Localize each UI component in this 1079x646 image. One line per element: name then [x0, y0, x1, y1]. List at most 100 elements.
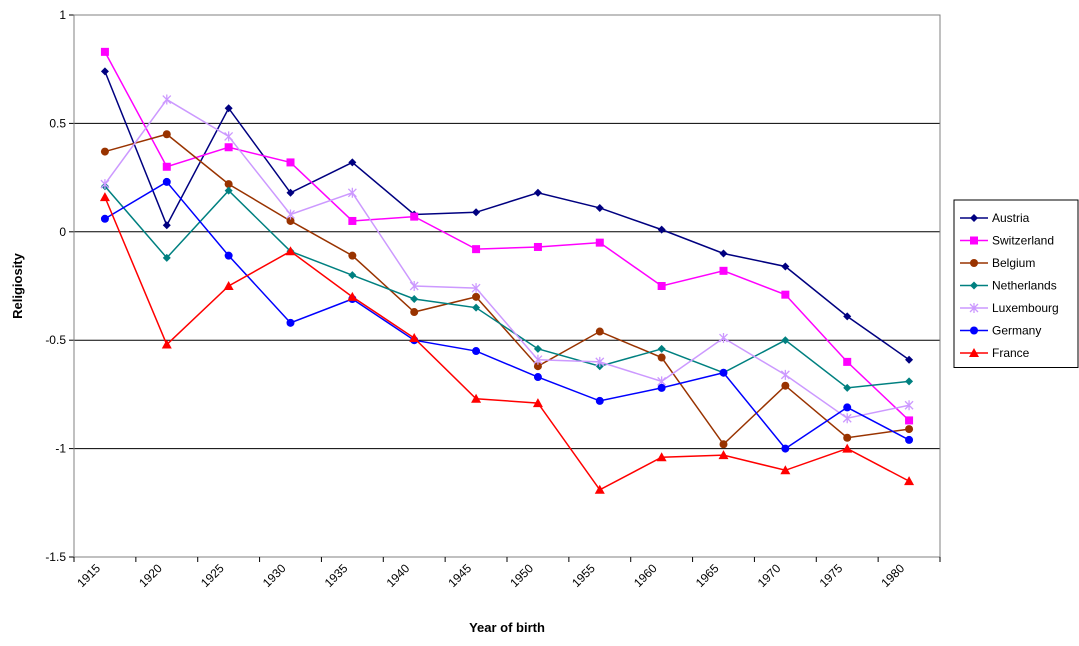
marker	[657, 353, 666, 362]
marker	[781, 381, 790, 390]
marker	[224, 131, 234, 142]
marker	[781, 336, 790, 345]
marker	[843, 357, 852, 366]
marker	[719, 333, 728, 344]
x-tick-label: 1945	[445, 561, 474, 590]
marker	[285, 246, 296, 256]
marker	[970, 259, 978, 267]
marker	[472, 292, 481, 301]
marker	[533, 373, 542, 382]
marker	[657, 225, 666, 234]
y-tick-label: -1	[55, 442, 66, 456]
marker	[286, 216, 295, 225]
marker	[969, 303, 979, 313]
marker	[595, 203, 604, 212]
marker	[719, 368, 728, 377]
marker	[843, 383, 852, 392]
marker	[718, 450, 729, 460]
marker	[348, 271, 357, 280]
marker	[224, 180, 233, 189]
marker	[162, 162, 171, 171]
marker	[657, 344, 666, 353]
marker	[286, 158, 295, 167]
marker	[719, 249, 728, 258]
marker	[224, 104, 233, 113]
series-line	[104, 185, 910, 389]
marker	[843, 403, 852, 412]
marker	[842, 443, 853, 453]
marker	[905, 355, 914, 364]
marker	[223, 281, 234, 290]
legend-label: Belgium	[992, 256, 1035, 270]
marker	[348, 251, 357, 260]
x-tick-label: 1930	[260, 561, 289, 590]
marker	[162, 130, 171, 139]
marker	[472, 303, 481, 312]
x-tick-label: 1970	[755, 561, 784, 590]
marker	[410, 212, 419, 221]
marker	[904, 476, 915, 486]
marker	[347, 187, 357, 198]
marker	[224, 186, 233, 195]
x-tick-label: 1965	[693, 561, 722, 590]
marker	[970, 236, 978, 245]
marker	[348, 216, 357, 225]
x-tick-label: 1975	[817, 561, 846, 590]
marker	[471, 283, 481, 294]
legend-label: Switzerland	[992, 234, 1054, 248]
marker	[970, 326, 978, 335]
legend-label: France	[992, 346, 1030, 360]
y-tick-label: 0	[59, 225, 66, 239]
marker	[905, 377, 914, 386]
x-axis-title: Year of birth	[469, 620, 545, 635]
marker	[970, 281, 978, 290]
x-tick-label: 1915	[74, 561, 103, 590]
marker	[286, 188, 295, 197]
marker	[224, 251, 233, 260]
legend-label: Luxembourg	[992, 301, 1059, 315]
marker	[533, 344, 542, 353]
series-line	[104, 196, 910, 491]
y-tick-label: -1.5	[45, 550, 66, 564]
marker	[100, 147, 109, 156]
x-tick-label: 1960	[631, 561, 660, 590]
marker	[905, 416, 914, 425]
marker	[533, 362, 542, 371]
y-tick-label: 1	[59, 8, 66, 22]
y-tick-label: 0.5	[49, 116, 66, 130]
marker	[842, 413, 852, 424]
marker	[719, 440, 728, 449]
y-tick-label: -0.5	[45, 333, 66, 347]
marker	[348, 158, 357, 167]
marker	[781, 290, 790, 299]
marker	[410, 308, 419, 317]
y-axis-title: Religiosity	[10, 252, 25, 319]
series-line	[104, 133, 910, 446]
marker	[905, 425, 914, 434]
x-tick-label: 1950	[507, 561, 536, 590]
marker	[224, 143, 233, 152]
x-tick-label: 1925	[198, 561, 227, 590]
marker	[780, 465, 791, 475]
marker	[472, 208, 481, 217]
marker	[100, 47, 109, 56]
marker	[843, 312, 852, 321]
marker	[780, 369, 790, 380]
marker	[595, 327, 604, 336]
marker	[657, 383, 666, 392]
marker	[595, 356, 605, 367]
marker	[100, 179, 110, 190]
legend-label: Austria	[992, 211, 1030, 225]
x-tick-label: 1920	[136, 561, 165, 590]
marker	[161, 339, 172, 349]
marker	[162, 221, 171, 230]
series-line	[104, 180, 910, 450]
marker	[286, 318, 295, 327]
marker	[410, 295, 419, 304]
marker	[286, 209, 295, 220]
marker	[904, 400, 914, 411]
series-line	[104, 71, 910, 361]
x-tick-label: 1935	[322, 561, 351, 590]
marker	[162, 253, 171, 262]
